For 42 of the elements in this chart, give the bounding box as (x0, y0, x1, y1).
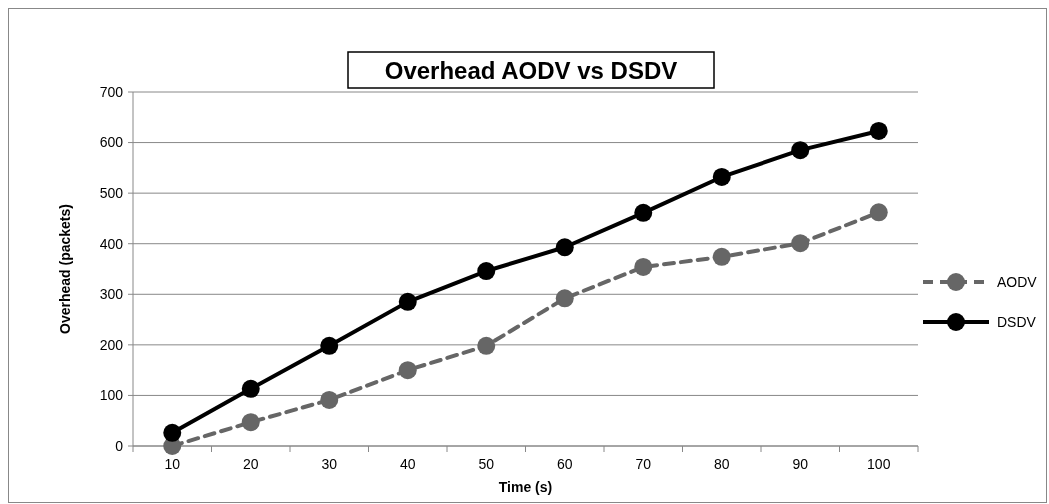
x-tick-label: 60 (556, 456, 573, 472)
point (241, 379, 260, 398)
point (241, 413, 260, 432)
point (320, 390, 339, 409)
legend-label: AODV (997, 273, 1038, 290)
x-tick-label: 20 (242, 456, 259, 472)
y-axis-title: Overhead (packets) (57, 204, 73, 334)
point (869, 203, 888, 222)
point (712, 167, 731, 186)
x-tick-label: 70 (635, 456, 652, 472)
point (869, 121, 888, 140)
y-tick-label: 300 (99, 286, 124, 303)
x-tick-label: 30 (321, 456, 338, 472)
y-tick-label: 700 (99, 83, 124, 100)
point (555, 289, 574, 308)
x-tick-label: 100 (867, 456, 891, 472)
point (712, 247, 731, 266)
point (634, 203, 653, 222)
y-tick-label: 100 (99, 387, 124, 404)
point (634, 257, 653, 276)
point (477, 262, 496, 281)
legend-label: DSDV (997, 313, 1037, 330)
point (477, 336, 496, 355)
point (163, 423, 182, 442)
point (398, 292, 417, 311)
x-tick-label: 10 (164, 456, 181, 472)
point (791, 141, 810, 160)
x-axis-title: Time (s) (498, 479, 553, 495)
x-tick-label: 80 (713, 456, 730, 472)
y-tick-label: 200 (99, 336, 124, 353)
y-tick-label: 0 (115, 437, 124, 454)
x-tick-label: 50 (478, 456, 495, 472)
y-tick-label: 400 (99, 235, 124, 252)
point (555, 238, 574, 257)
point (791, 234, 810, 253)
y-tick-label: 500 (99, 185, 124, 202)
y-tick-label: 600 (99, 134, 124, 151)
chart-title: Overhead AODV vs DSDV (384, 57, 678, 84)
point (398, 361, 417, 380)
x-tick-label: 40 (399, 456, 416, 472)
x-tick-label: 90 (792, 456, 809, 472)
point (320, 336, 339, 355)
